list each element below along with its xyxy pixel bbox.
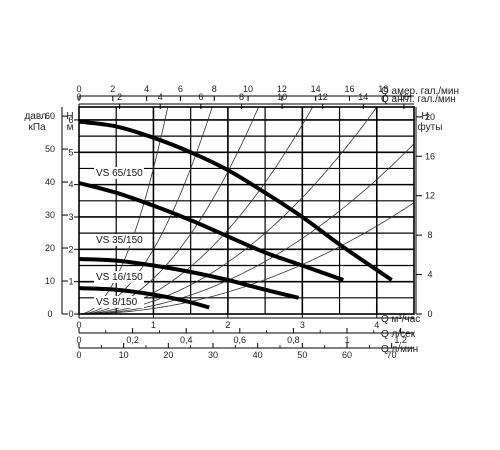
system-curve: [78, 106, 259, 315]
plot-frame: [78, 106, 415, 315]
axis-title-ft: футы: [418, 121, 443, 133]
tick-label-lmin: 70: [387, 350, 397, 360]
tick-label-us-gpm: 18: [378, 84, 388, 94]
pump-curves: [78, 119, 393, 310]
curve-label: VS 65/150: [96, 168, 143, 179]
tick-label-uk-gpm: 16: [399, 92, 409, 102]
tick-label-uk-gpm: 0: [76, 92, 81, 102]
tick-label-m: 3: [68, 212, 73, 222]
tick-label-lmin: 20: [163, 350, 173, 360]
axis-title-h-right: H: [421, 111, 428, 122]
tick-label-m: 5: [68, 147, 73, 157]
unit-label-uk-gpm: Q англ. гал./мин: [381, 94, 456, 105]
curve-label-bg: [94, 234, 144, 246]
pump-curve-vs-16-150: [78, 257, 300, 300]
unit-label-lmin: Q л/мин: [381, 344, 418, 355]
tick-label-ls: 1,2: [394, 335, 407, 345]
curve-label-bg: [94, 167, 144, 179]
tick-label-uk-gpm: 10: [277, 92, 287, 102]
tick-label-m: 6: [68, 115, 73, 125]
axis-title-m: м: [67, 122, 74, 133]
tick-label-lmin: 50: [297, 350, 307, 360]
curve-labels: VS 65/150 VS 35/150 VS 16/150 VS 8/150: [94, 167, 144, 308]
tick-label-kpa: 60: [45, 111, 55, 121]
tick-label-ft: 4: [427, 270, 432, 280]
tick-label-kpa: 10: [45, 276, 55, 286]
system-curve: [79, 143, 415, 315]
pump-curve-vs-8-150: [78, 286, 210, 310]
tick-label-ls: 0,4: [180, 335, 193, 345]
tick-label-kpa: 40: [45, 177, 55, 187]
tick-label-uk-gpm: 12: [318, 92, 328, 102]
plot-border: [78, 106, 415, 315]
tick-label-uk-gpm: 4: [158, 92, 163, 102]
tick-label-lmin: 10: [119, 350, 129, 360]
tick-label-kpa: 0: [47, 309, 52, 319]
tick-label-ls: 0,8: [287, 335, 300, 345]
curve-label: VS 16/150: [96, 272, 143, 283]
curve-label: VS 35/150: [96, 235, 143, 246]
tick-label-us-gpm: 0: [76, 84, 81, 94]
tick-label-m3h: 0: [76, 320, 81, 330]
tick-label-uk-gpm: 14: [358, 92, 368, 102]
tick-label-us-gpm: 2: [110, 84, 115, 94]
tick-label-m: 4: [68, 180, 73, 190]
tick-label-lmin: 30: [208, 350, 218, 360]
tick-label-m3h: 2: [225, 320, 230, 330]
tick-label-us-gpm: 8: [212, 84, 217, 94]
tick-label-kpa: 50: [45, 144, 55, 154]
tick-label-ls: 0,6: [234, 335, 247, 345]
axis-title-kpa: давл.: [24, 111, 49, 122]
tick-label-m: 1: [68, 277, 73, 287]
pump-curve-vs-65-150: [78, 119, 393, 282]
system-curve: [79, 106, 378, 315]
tick-label-ft: 0: [427, 309, 432, 319]
tick-label-us-gpm: 6: [178, 84, 183, 94]
curve-label-bg: [94, 296, 144, 308]
tick-label-us-gpm: 16: [344, 84, 354, 94]
tick-label-kpa: 30: [45, 210, 55, 220]
curve-label: VS 8/150: [96, 297, 138, 308]
tick-label-ls: 0: [76, 335, 81, 345]
tick-label-ft: 20: [425, 112, 435, 122]
tick-label-kpa: 20: [45, 243, 55, 253]
tick-label-m3h: 1: [151, 320, 156, 330]
tick-label-ft: 8: [427, 230, 432, 240]
pump-curve-vs-35-150: [78, 181, 344, 282]
tick-label-m3h: 3: [300, 320, 305, 330]
tick-label-m: 0: [68, 309, 73, 319]
tick-label-us-gpm: 10: [243, 84, 253, 94]
system-curve: [78, 106, 313, 315]
tick-label-ls: 0,2: [126, 335, 139, 345]
tick-label-us-gpm: 4: [144, 84, 149, 94]
unit-label-m3h: Q м³/час: [381, 314, 420, 325]
system-curve: [78, 106, 213, 315]
tick-label-ft: 16: [425, 151, 435, 161]
tick-label-ft: 12: [425, 191, 435, 201]
tick-label-uk-gpm: 8: [239, 92, 244, 102]
tick-label-m3h: 4: [374, 320, 379, 330]
axis-title-h: H: [66, 111, 73, 122]
tick-label-uk-gpm: 2: [117, 92, 122, 102]
tick-label-uk-gpm: 6: [198, 92, 203, 102]
tick-label-lmin: 60: [342, 350, 352, 360]
unit-label-ls: Q л/сек: [381, 329, 416, 340]
tick-label-lmin: 40: [253, 350, 263, 360]
tick-label-us-gpm: 12: [277, 84, 287, 94]
unit-label-us-gpm: Q амер. гал./мин: [381, 86, 459, 97]
tick-label-ls: 1: [344, 335, 349, 345]
tick-label-lmin: 0: [76, 350, 81, 360]
curve-label-bg: [94, 271, 144, 283]
grid: [79, 107, 414, 314]
tick-label-us-gpm: 14: [311, 84, 321, 94]
axis-title-kpa-unit: кПа: [28, 122, 46, 133]
tick-label-m: 2: [68, 244, 73, 254]
